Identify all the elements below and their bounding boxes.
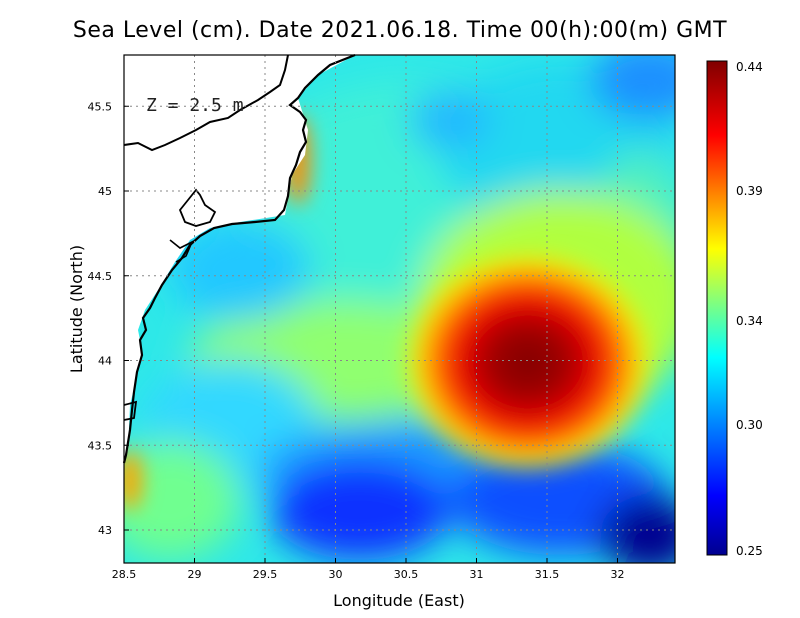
x-axis-ticks: 28.5 29 29.5 30 30.5 31 31.5 32 <box>112 558 625 581</box>
x-tick-label: 29.5 <box>253 568 278 581</box>
colorbar-tick-label: 0.34 <box>736 314 763 328</box>
y-tick-label: 44 <box>98 355 112 368</box>
y-tick-label: 43.5 <box>88 439 113 452</box>
x-tick-label: 30 <box>329 568 343 581</box>
y-tick-label: 44.5 <box>88 270 113 283</box>
lake-outline <box>178 188 217 227</box>
coastline <box>122 53 356 464</box>
y-tick-label: 45.5 <box>88 100 113 113</box>
x-tick-label: 31 <box>470 568 484 581</box>
x-tick-label: 32 <box>611 568 625 581</box>
x-tick-label: 29 <box>188 568 202 581</box>
heatmap-field <box>124 55 675 563</box>
y-axis-label: Latitude (North) <box>67 245 86 373</box>
x-tick-label: 31.5 <box>535 568 560 581</box>
colorbar <box>706 60 728 556</box>
y-tick-label: 43 <box>98 524 112 537</box>
y-tick-label: 45 <box>98 185 112 198</box>
x-tick-label: 30.5 <box>394 568 419 581</box>
y-axis-ticks: 43 43.5 44 44.5 45 45.5 <box>88 100 129 537</box>
grid <box>124 55 675 563</box>
plot-frame <box>123 54 676 564</box>
x-axis-label: Longitude (East) <box>333 591 465 610</box>
colorbar-tick-label: 0.44 <box>736 60 763 74</box>
colorbar-tick-label: 0.39 <box>736 184 763 198</box>
colorbar-tick-label: 0.30 <box>736 418 763 432</box>
colorbar-ticks: 0.25 0.30 0.34 0.39 0.44 <box>736 60 763 558</box>
x-tick-label: 28.5 <box>112 568 137 581</box>
chart-title: Sea Level (cm). Date 2021.06.18. Time 00… <box>72 18 728 43</box>
depth-label: Z = 2.5 m <box>146 95 244 116</box>
coastline-detail <box>123 54 289 152</box>
colorbar-tick-label: 0.25 <box>736 544 763 558</box>
inland-border <box>169 239 194 263</box>
coastline-south <box>123 400 138 421</box>
